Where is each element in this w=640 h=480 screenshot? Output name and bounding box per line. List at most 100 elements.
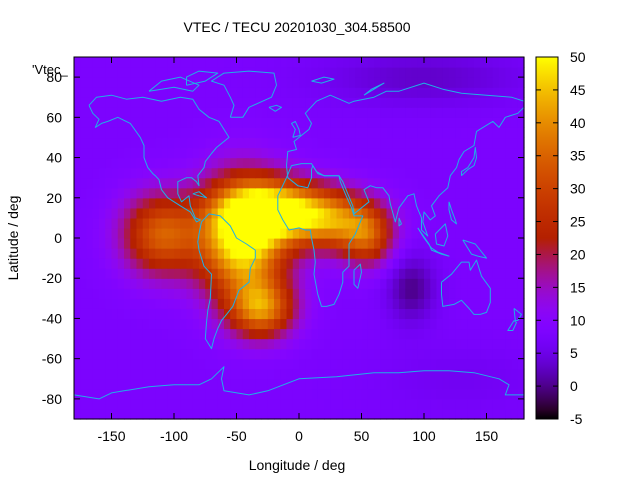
- heatmap-cell: [511, 207, 519, 219]
- heatmap-cell: [511, 227, 519, 239]
- heatmap-cell: [230, 378, 238, 390]
- heatmap-cell: [155, 97, 163, 108]
- heatmap-cell: [349, 167, 356, 179]
- heatmap-cell: [480, 67, 488, 78]
- heatmap-cell: [261, 117, 269, 128]
- heatmap-cell: [99, 408, 106, 420]
- heatmap-cell: [211, 207, 219, 219]
- heatmap-cell: [249, 238, 256, 249]
- heatmap-cell: [505, 107, 513, 118]
- heatmap-cell: [255, 157, 263, 169]
- heatmap-cell: [274, 57, 281, 68]
- heatmap-cell: [105, 358, 113, 370]
- coastline-philippines: [448, 201, 457, 225]
- heatmap-cell: [486, 328, 494, 340]
- heatmap-cell: [142, 338, 150, 350]
- heatmap-cell: [242, 348, 250, 360]
- heatmap-cell: [292, 398, 300, 410]
- heatmap-cell: [511, 278, 519, 289]
- heatmap-cell: [486, 137, 494, 149]
- heatmap-cell: [130, 348, 138, 360]
- heatmap-cell: [274, 227, 281, 239]
- heatmap-cell: [142, 227, 150, 239]
- heatmap-cell: [449, 197, 456, 209]
- heatmap-cell: [486, 77, 494, 88]
- heatmap-cell: [349, 57, 356, 68]
- heatmap-cell: [142, 378, 150, 390]
- heatmap-cell: [424, 177, 431, 189]
- heatmap-cell: [217, 388, 225, 400]
- heatmap-cell: [424, 318, 431, 330]
- heatmap-cell: [342, 408, 350, 420]
- heatmap-cell: [249, 298, 256, 309]
- heatmap-cell: [317, 97, 325, 108]
- heatmap-cell: [305, 167, 313, 179]
- heatmap-cell: [455, 298, 463, 309]
- heatmap-cell: [474, 288, 481, 299]
- heatmap-cell: [211, 238, 219, 249]
- heatmap-cell: [336, 227, 344, 239]
- heatmap-cell: [511, 137, 519, 149]
- heatmap-cell: [280, 298, 288, 309]
- heatmap-cell: [86, 378, 94, 390]
- heatmap-cell: [405, 318, 413, 330]
- heatmap-cell: [167, 67, 175, 78]
- heatmap-cell: [436, 328, 444, 340]
- heatmap-cell: [186, 318, 194, 330]
- heatmap-cell: [267, 157, 275, 169]
- heatmap-cell: [230, 157, 238, 169]
- heatmap-cell: [474, 278, 481, 289]
- heatmap-cell: [392, 217, 400, 229]
- heatmap-cell: [442, 358, 450, 370]
- heatmap-cell: [324, 348, 331, 360]
- heatmap-cell: [130, 187, 138, 199]
- heatmap-cell: [336, 207, 344, 219]
- heatmap-cell: [249, 57, 256, 68]
- heatmap-cell: [86, 318, 94, 330]
- heatmap-cell: [430, 127, 438, 139]
- heatmap-cell: [286, 298, 294, 309]
- heatmap-cell: [517, 408, 525, 420]
- heatmap-cell: [299, 207, 306, 219]
- heatmap-cell: [386, 408, 394, 420]
- heatmap-cell: [349, 97, 356, 108]
- heatmap-cell: [380, 77, 388, 88]
- heatmap-cell: [242, 378, 250, 390]
- heatmap-cell: [261, 107, 269, 118]
- heatmap-cell: [505, 238, 513, 249]
- heatmap-cell: [342, 227, 350, 239]
- heatmap-cell: [174, 107, 181, 118]
- heatmap-cell: [392, 248, 400, 259]
- heatmap-cell: [86, 177, 94, 189]
- heatmap-cell: [436, 408, 444, 420]
- heatmap-cell: [136, 227, 144, 239]
- heatmap-cell: [224, 97, 231, 108]
- heatmap-cell: [436, 97, 444, 108]
- heatmap-cell: [349, 117, 356, 128]
- heatmap-cell: [280, 117, 288, 128]
- heatmap-cell: [367, 258, 375, 269]
- heatmap-cell: [124, 117, 131, 128]
- heatmap-cell: [111, 278, 119, 289]
- heatmap-cell: [136, 77, 144, 88]
- heatmap-cell: [136, 348, 144, 360]
- heatmap-cell: [405, 238, 413, 249]
- heatmap-cell: [449, 227, 456, 239]
- heatmap-cell: [149, 117, 156, 128]
- heatmap-cell: [380, 238, 388, 249]
- heatmap-cell: [99, 308, 106, 320]
- heatmap-cell: [386, 147, 394, 159]
- heatmap-cell: [161, 338, 169, 350]
- heatmap-cell: [467, 318, 475, 330]
- heatmap-cell: [436, 268, 444, 279]
- heatmap-cell: [142, 167, 150, 179]
- heatmap-cell: [274, 127, 281, 139]
- heatmap-cell: [236, 238, 244, 249]
- heatmap-cell: [192, 207, 200, 219]
- heatmap-cell: [330, 137, 338, 149]
- heatmap-cell: [499, 318, 506, 330]
- heatmap-cell: [511, 318, 519, 330]
- heatmap-cell: [492, 207, 500, 219]
- heatmap-cell: [342, 177, 350, 189]
- heatmap-cell: [261, 388, 269, 400]
